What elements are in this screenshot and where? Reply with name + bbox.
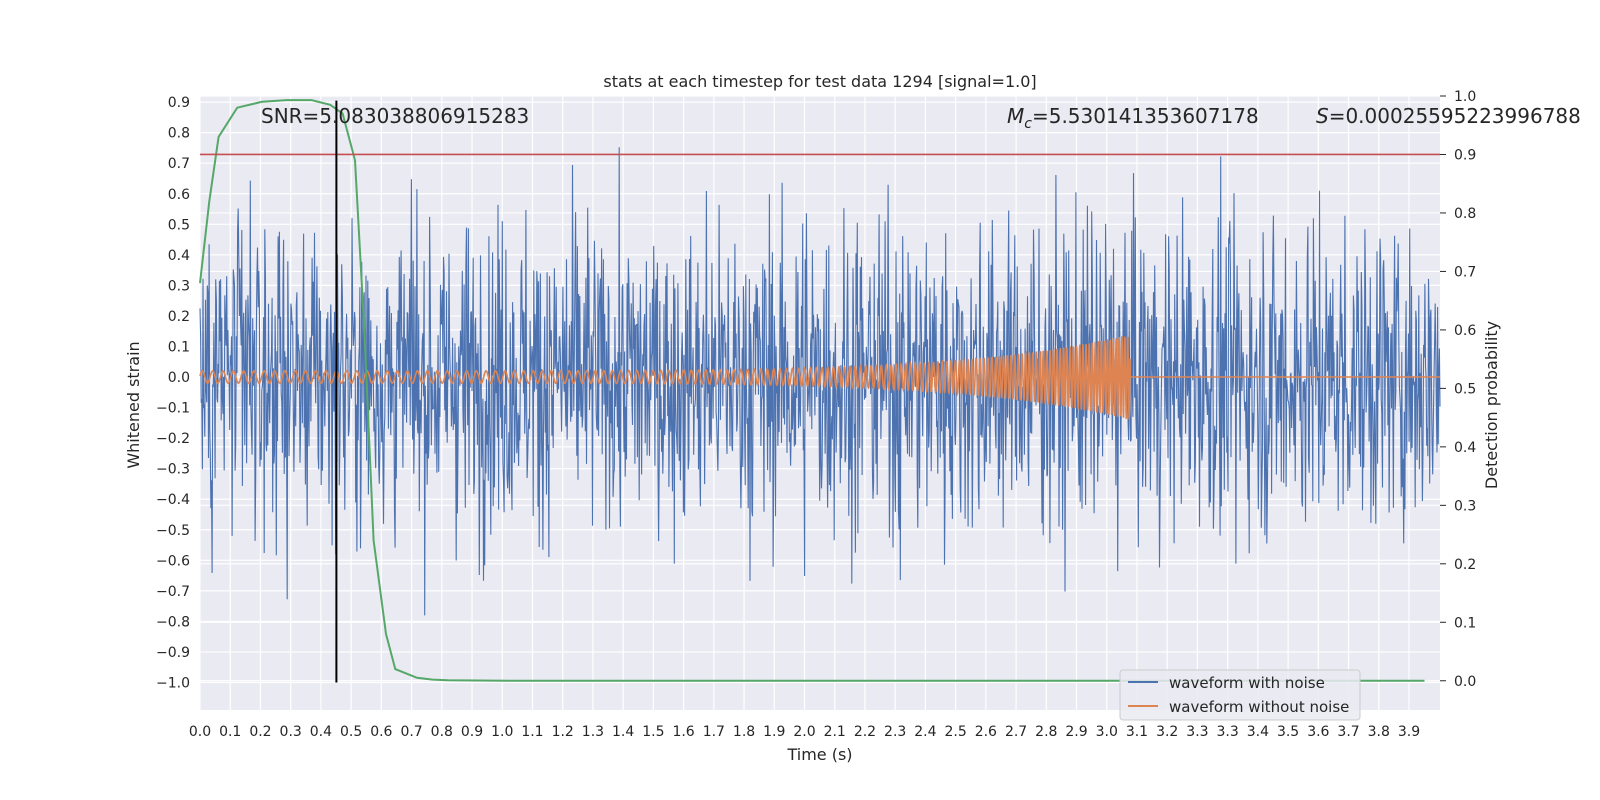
y-tick-label-left: 0.4 (168, 248, 190, 264)
y-tick-label-left: 0.7 (168, 156, 190, 172)
snr-annotation: SNR=5.083038806915283 (261, 104, 529, 128)
y-tick-label-right: 0.9 (1454, 147, 1476, 163)
x-tick-label: 2.0 (793, 724, 815, 740)
x-tick-label: 0.2 (249, 724, 271, 740)
y-tick-label-left: −0.8 (156, 614, 190, 630)
y-tick-label-left: −1.0 (156, 676, 190, 692)
legend-label-with-noise: waveform with noise (1169, 674, 1325, 692)
x-tick-label: 3.8 (1368, 724, 1390, 740)
x-tick-label: 1.5 (642, 724, 664, 740)
y-tick-label-right: 1.0 (1454, 89, 1476, 105)
y-tick-label-right: 0.2 (1454, 557, 1476, 573)
chirp-line (199, 336, 1440, 420)
y-axis-label-left: Whitened strain (124, 341, 143, 468)
y-tick-label-left: −0.1 (156, 401, 190, 417)
s-value: =0.00025595223996788 (1329, 104, 1581, 128)
x-tick-label: 0.5 (340, 724, 362, 740)
tick-labels: 0.0 0.1 0.2 0.3 0.4 0.5 0.6 0.7 0.8 0.9 1.0 1.1 1.2 1… (156, 89, 1476, 740)
series-waveform-with-noise (199, 147, 1441, 616)
x-tick-label: 3.3 (1217, 724, 1239, 740)
y-tick-label-left: 0.2 (168, 309, 190, 325)
legend-label-without-noise: waveform without noise (1169, 698, 1349, 716)
x-tick-label: 2.1 (824, 724, 846, 740)
y-tick-label-left: 0.8 (168, 126, 190, 142)
x-tick-label: 0.9 (461, 724, 483, 740)
x-tick-label: 2.6 (975, 724, 997, 740)
y-tick-label-right: 0.7 (1454, 264, 1476, 280)
x-tick-label: 0.0 (189, 724, 211, 740)
y-tick-label-right: 0.3 (1454, 498, 1476, 514)
legend-box (1119, 669, 1361, 721)
chirp-mass-subscript: c (1024, 116, 1032, 132)
x-axis-label: Time (s) (786, 745, 852, 764)
x-tick-label: 0.4 (310, 724, 332, 740)
y-tick-label-left: −0.7 (156, 584, 190, 600)
chirp-mass-value: =5.530141353607178 (1032, 104, 1259, 128)
x-tick-label: 3.6 (1307, 724, 1329, 740)
chirp-mass-symbol: M (1007, 104, 1024, 128)
x-tick-label: 2.5 (944, 724, 966, 740)
probability-line (199, 99, 1425, 682)
x-tick-label: 3.2 (1156, 724, 1178, 740)
x-tick-label: 1.9 (763, 724, 785, 740)
x-tick-label: 3.7 (1337, 724, 1359, 740)
y-tick-label-left: −0.4 (156, 492, 190, 508)
x-tick-label: 1.7 (703, 724, 725, 740)
x-tick-label: 3.1 (1126, 724, 1148, 740)
y-tick-label-left: 0.5 (168, 217, 190, 233)
x-tick-label: 3.4 (1247, 724, 1269, 740)
y-tick-label-left: −0.5 (156, 523, 190, 539)
x-tick-label: 3.5 (1277, 724, 1299, 740)
y-tick-label-left: −0.3 (156, 462, 190, 478)
series-detection-probability (199, 99, 1425, 682)
markers (200, 100, 1440, 683)
y-axis-label-right: Detection probability (1482, 321, 1501, 489)
y-tick-label-right: 0.5 (1454, 381, 1476, 397)
x-tick-label: 2.2 (854, 724, 876, 740)
x-tick-label: 2.3 (884, 724, 906, 740)
legend: waveform with noise waveform without noi… (1119, 669, 1361, 721)
x-tick-label: 0.3 (280, 724, 302, 740)
y-tick-label-right: 0.8 (1454, 206, 1476, 222)
y-tick-label-right: 0.4 (1454, 440, 1476, 456)
x-tick-label: 3.0 (1096, 724, 1118, 740)
x-tick-label: 0.8 (431, 724, 453, 740)
y-tick-label-left: 0.3 (168, 278, 190, 294)
y-tick-label-left: −0.6 (156, 553, 190, 569)
series-waveform-without-noise (199, 336, 1440, 420)
x-tick-label: 1.1 (521, 724, 543, 740)
x-tick-label: 2.8 (1035, 724, 1057, 740)
y-tick-label-right: 0.6 (1454, 323, 1476, 339)
s-annotation: S=0.00025595223996788 (1316, 104, 1581, 128)
y-tick-label-left: 0.6 (168, 187, 190, 203)
chart-title: stats at each timestep for test data 129… (603, 72, 1036, 91)
y-tick-label-left: 0.9 (168, 95, 190, 111)
y-tick-label-right: 0.0 (1454, 674, 1476, 690)
chirp-mass-annotation: Mc=5.530141353607178 (1007, 104, 1259, 132)
y-tick-label-left: −0.2 (156, 431, 190, 447)
x-tick-label: 0.1 (219, 724, 241, 740)
x-tick-label: 2.4 (914, 724, 936, 740)
noise-line (199, 147, 1441, 616)
x-tick-label: 1.8 (733, 724, 755, 740)
x-tick-label: 1.2 (552, 724, 574, 740)
y-tick-label-right: 0.1 (1454, 615, 1476, 631)
x-tick-label: 2.9 (1065, 724, 1087, 740)
x-tick-label: 1.0 (491, 724, 513, 740)
x-tick-label: 3.9 (1398, 724, 1420, 740)
x-tick-label: 0.7 (400, 724, 422, 740)
x-tick-label: 0.6 (370, 724, 392, 740)
x-tick-label: 1.6 (672, 724, 694, 740)
y-tick-label-left: −0.9 (156, 645, 190, 661)
x-tick-label: 1.4 (612, 724, 634, 740)
y-tick-label-left: 0.0 (168, 370, 190, 386)
y-tick-label-left: 0.1 (168, 339, 190, 355)
x-tick-label: 3.3 (1186, 724, 1208, 740)
x-tick-label: 1.3 (582, 724, 604, 740)
s-symbol: S (1316, 104, 1329, 128)
x-tick-label: 2.7 (1005, 724, 1027, 740)
